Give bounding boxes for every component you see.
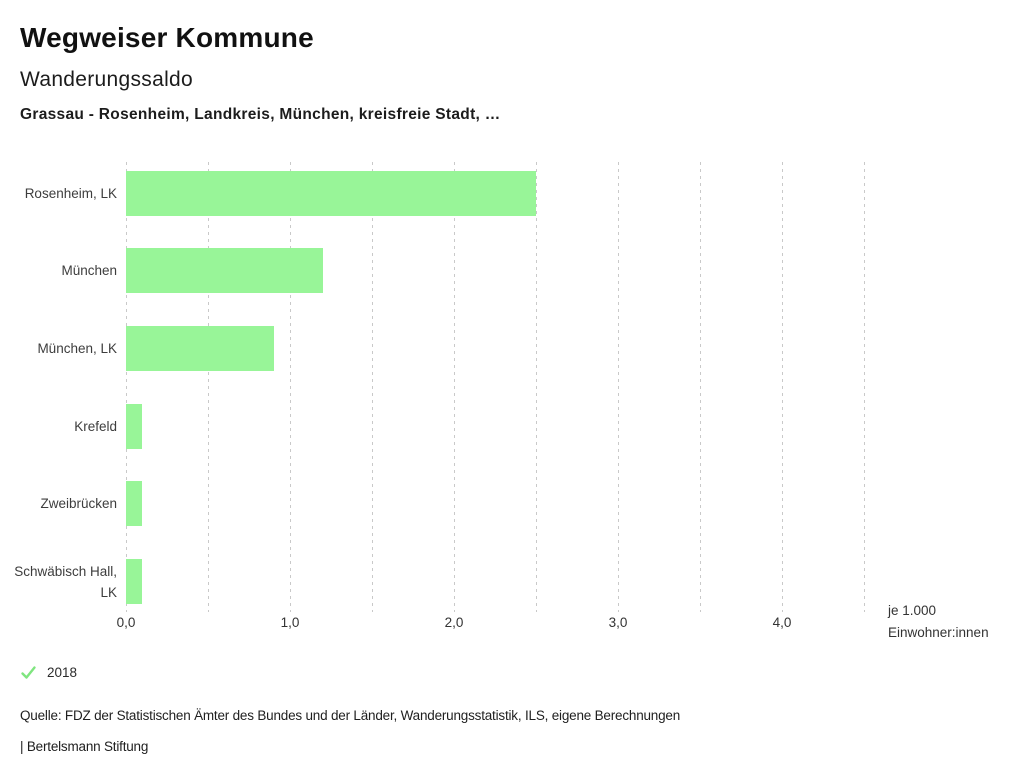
bar[interactable] <box>126 481 142 527</box>
axis-unit-label: je 1.000 Einwohner:innen <box>888 600 989 643</box>
gridline <box>126 162 127 612</box>
bar[interactable] <box>126 403 142 449</box>
check-icon <box>20 664 37 681</box>
category-label: München <box>61 263 117 279</box>
bar[interactable] <box>126 325 274 371</box>
x-tick-label: 3,0 <box>608 615 628 630</box>
bar[interactable] <box>126 559 142 604</box>
gridline <box>208 162 209 612</box>
gridline <box>700 162 701 612</box>
category-label: Schwäbisch Hall, LK <box>14 563 117 600</box>
gridline <box>864 162 865 612</box>
page-title: Wegweiser Kommune <box>20 22 314 53</box>
gridline <box>454 162 455 612</box>
legend-year-label: 2018 <box>47 665 78 680</box>
bar-chart: Rosenheim, LK München München, LK Krefeld Zw… <box>0 162 1024 662</box>
x-tick-label: 4,0 <box>772 615 792 630</box>
gridline <box>618 162 619 612</box>
source-text: Quelle: FDZ der Statistischen Ämter des … <box>20 708 681 723</box>
category-labels: Rosenheim, LK München München, LK Krefeld Zw… <box>0 162 117 608</box>
chart-selection-subtitle: Grassau - Rosenheim, Landkreis, München,… <box>20 106 501 123</box>
gridline <box>536 162 537 612</box>
category-label: Rosenheim, LK <box>24 185 117 201</box>
attribution-text: | Bertelsmann Stiftung <box>20 739 149 754</box>
category-label: Zweibrücken <box>40 496 117 512</box>
gridline <box>372 162 373 612</box>
x-tick-label: 0,0 <box>116 615 136 630</box>
chart-title: Wanderungssaldo <box>20 68 193 91</box>
gridline <box>290 162 291 612</box>
x-tick-label: 1,0 <box>280 615 300 630</box>
x-tick-label: 2,0 <box>444 615 464 630</box>
plot-area <box>126 162 865 612</box>
gridline <box>782 162 783 612</box>
axis-unit-line-2: Einwohner:innen <box>888 624 989 640</box>
category-label: München, LK <box>37 340 117 356</box>
axis-unit-line-1: je 1.000 <box>888 603 937 618</box>
category-label: Krefeld <box>74 418 117 434</box>
bar[interactable] <box>126 248 323 294</box>
legend-item-2018[interactable]: 2018 <box>20 664 77 681</box>
bar[interactable] <box>126 170 536 216</box>
